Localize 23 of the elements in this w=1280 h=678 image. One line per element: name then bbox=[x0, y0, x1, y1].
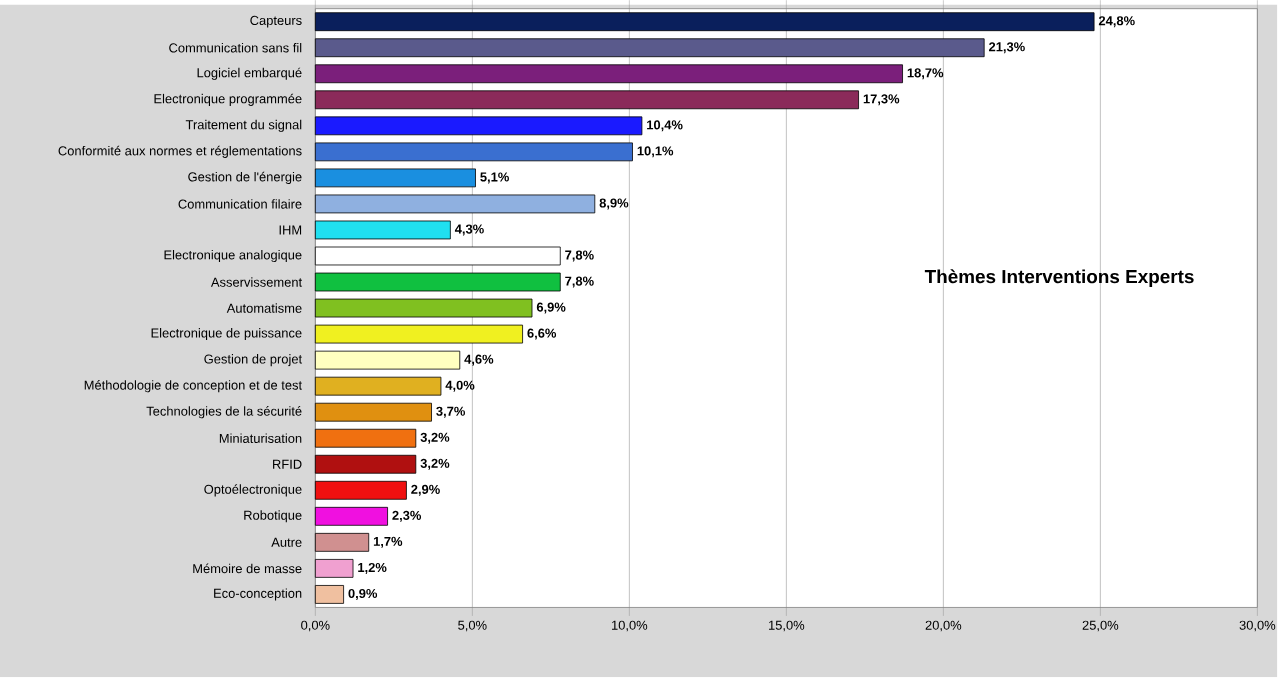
bar bbox=[314, 116, 643, 136]
bar bbox=[314, 377, 442, 396]
bar bbox=[314, 142, 633, 162]
bar bbox=[314, 403, 432, 422]
bar bbox=[314, 272, 561, 292]
bar bbox=[314, 559, 354, 579]
bar bbox=[314, 194, 596, 214]
bar bbox=[314, 220, 451, 240]
bar bbox=[314, 455, 417, 474]
bar bbox=[314, 12, 1095, 32]
bar bbox=[314, 429, 417, 448]
bar bbox=[314, 533, 370, 553]
bar bbox=[314, 481, 407, 501]
bar bbox=[314, 585, 344, 605]
text: Thèmes Interventions Experts bbox=[924, 269, 1194, 288]
bar bbox=[314, 325, 523, 344]
bar bbox=[314, 299, 533, 318]
bar bbox=[314, 38, 985, 58]
bar bbox=[314, 64, 903, 84]
bar bbox=[314, 90, 859, 110]
bar bbox=[314, 168, 476, 188]
bar bbox=[314, 351, 461, 370]
bar bbox=[314, 507, 388, 527]
